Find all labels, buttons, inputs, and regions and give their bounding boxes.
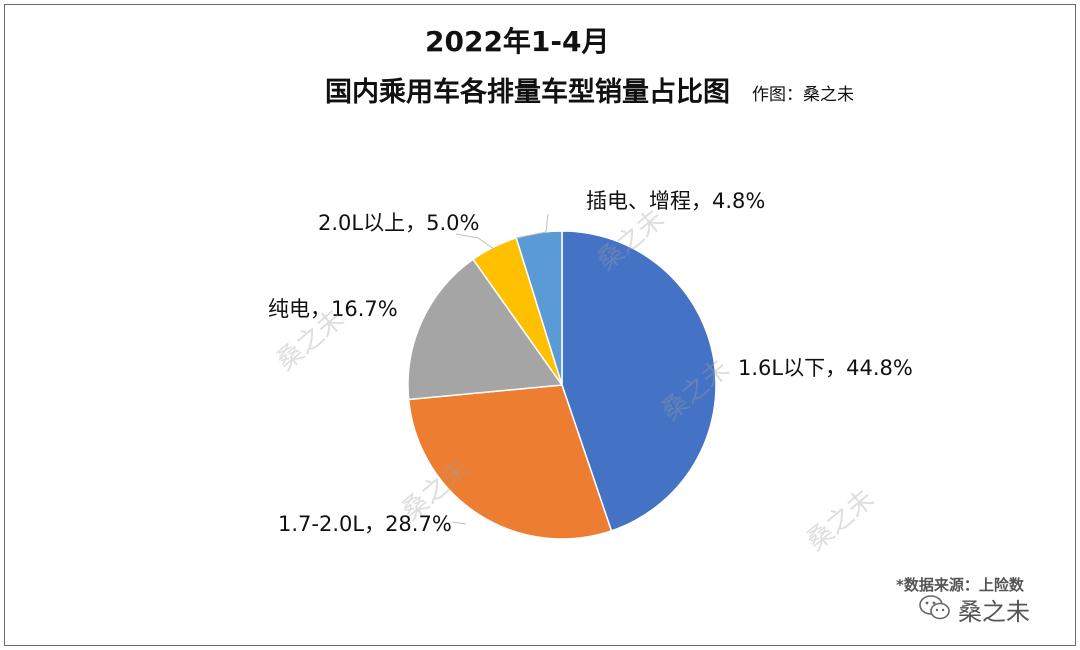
author-credit: 作图：桑之未	[752, 85, 854, 105]
wechat-account-name: 桑之未	[958, 598, 1030, 626]
chart-title: 2022年1-4月	[425, 25, 610, 58]
wechat-icon	[918, 594, 952, 626]
leader-line-1-7-2-0l	[451, 521, 467, 525]
chart-subtitle: 国内乘用车各排量车型销量占比图	[325, 77, 730, 108]
slice-label-over-2-0l: 2.0L以上，5.0%	[318, 211, 480, 235]
pie-slice-1-7-2-0l	[407, 384, 613, 540]
pie-slice-ev	[407, 258, 564, 401]
leader-line-phev-erev	[515, 213, 549, 239]
slice-label-under-1-6l: 1.6L以下，44.8%	[738, 356, 913, 380]
slice-label-1-7-2-0l: 1.7-2.0L，28.7%	[278, 512, 452, 536]
data-source-note: *数据来源：上险数	[896, 576, 1024, 594]
slice-label-phev-erev: 插电、增程，4.8%	[586, 189, 766, 213]
slice-label-ev: 纯电，16.7%	[268, 297, 398, 321]
leader-line-over-2-0l	[455, 233, 495, 250]
wechat-account: 桑之未	[918, 592, 1030, 627]
pie-slice-under-1-6l	[561, 230, 717, 532]
